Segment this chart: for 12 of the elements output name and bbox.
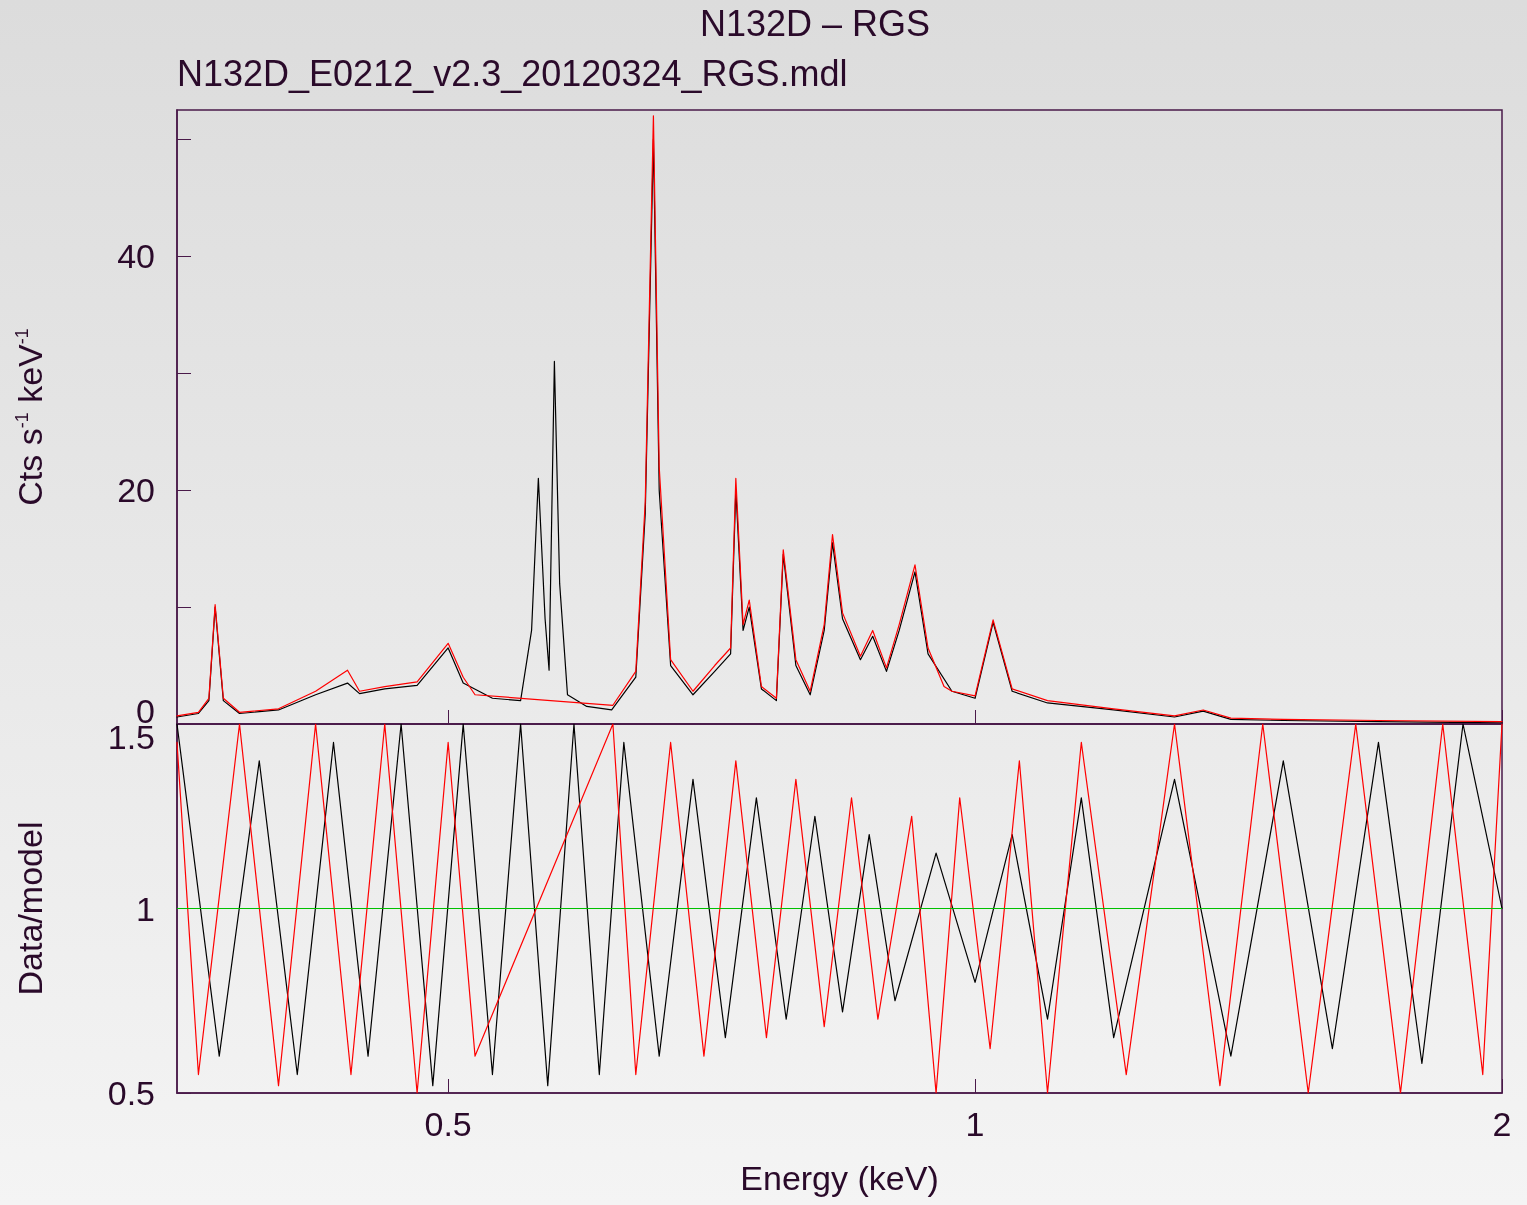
x-tick-label: 2 <box>1492 1105 1512 1143</box>
x-tick-label: 1 <box>965 1105 985 1143</box>
y-tick-label: 0.5 <box>107 1074 155 1112</box>
y-axis-title: Data/model <box>11 821 49 996</box>
y-tick-label: 20 <box>117 471 155 510</box>
y-tick-label: 40 <box>117 237 155 276</box>
y-axis-title: Cts s-1 keV-1 <box>11 328 49 506</box>
chart-title: N132D – RGS <box>700 2 931 44</box>
y-tick-label: 1 <box>136 889 155 928</box>
chart-subtitle: N132D_E0212_v2.3_20120324_RGS.mdl <box>177 52 848 94</box>
x-tick-label: 0.5 <box>424 1105 472 1143</box>
x-axis-title: Energy (keV) <box>740 1159 939 1197</box>
